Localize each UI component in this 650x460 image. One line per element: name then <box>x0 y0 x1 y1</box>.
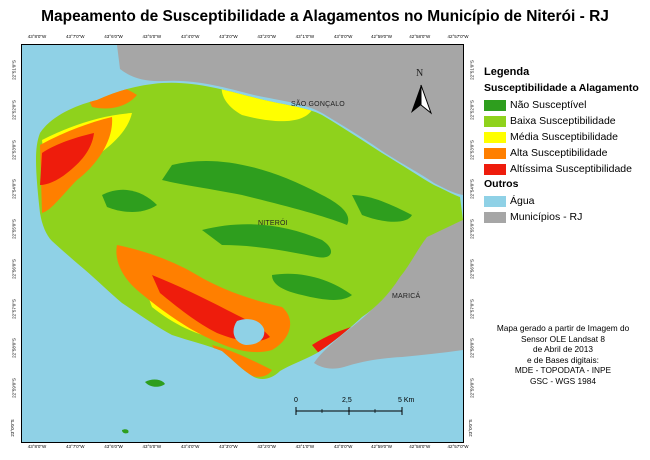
tick-label: 43°8'0"W <box>27 444 47 449</box>
legend-item: Média Susceptibilidade <box>484 129 639 145</box>
legend-label: Baixa Susceptibilidade <box>510 115 616 127</box>
map-title: Mapeamento de Susceptibilidade a Alagame… <box>41 8 609 25</box>
tick-label: 22°54'0"S <box>11 179 17 200</box>
tick-label: 22°52'0"S <box>469 99 475 120</box>
legend-swatch <box>484 131 506 143</box>
tick-label: 22°51'0"S <box>11 60 17 80</box>
tick-label: 22°53'0"S <box>469 139 475 160</box>
scale-label-mid: 2,5 <box>342 397 352 404</box>
legend-label: Municípios - RJ <box>510 211 583 223</box>
tick-label: 43°2'0"W <box>257 34 276 39</box>
sao-goncalo-area <box>117 45 463 195</box>
island <box>145 379 165 387</box>
tick-label: 42°57'0"W <box>447 34 469 39</box>
source-note-line: GSC - WGS 1984 <box>530 375 596 386</box>
tick-label: 43°1'0"W <box>295 34 315 39</box>
tick-label: 43°7'0"W <box>66 34 85 39</box>
legend-classes: Não Susceptível Baixa Susceptibilidade Méd… <box>484 97 639 177</box>
scale-bar <box>295 407 403 415</box>
label-sao-goncalo: SÃO GONÇALO <box>291 101 345 108</box>
tick-label: 22°58'0"S <box>469 338 475 359</box>
legend-item: Alta Susceptibilidade <box>484 145 639 161</box>
tick-label: 43°3'0"W <box>219 444 238 449</box>
tick-label: 23°0'0"S <box>468 419 474 437</box>
label-marica: MARICÁ <box>392 293 421 300</box>
legend-label: Média Susceptibilidade <box>510 131 618 143</box>
tick-label: 22°54'0"S <box>469 179 475 200</box>
legend-item: Altíssima Susceptibilidade <box>484 161 639 177</box>
label-niteroi: NITERÓI <box>258 220 288 227</box>
source-note: Mapa gerado a partir de Imagem do Sensor … <box>478 323 648 386</box>
tick-label: 43°7'0"W <box>66 444 85 449</box>
legend-title: Legenda <box>484 66 530 78</box>
tick-label: 22°55'0"S <box>469 219 475 239</box>
tick-label: 22°51'0"S <box>469 60 475 80</box>
source-note-line: Sensor OLE Landsat 8 <box>521 333 605 344</box>
legend-label: Água <box>510 195 535 207</box>
tick-label: 42°57'0"W <box>447 444 469 449</box>
tick-label: 43°3'0"W <box>219 34 238 39</box>
lagoon <box>233 319 265 345</box>
tick-label: 42°58'0"W <box>409 34 431 39</box>
legend-swatch <box>484 163 506 175</box>
scale-label-0: 0 <box>294 397 298 404</box>
legend: Legenda Susceptibilidade a Alagamento Nã… <box>484 66 639 225</box>
map-frame[interactable]: SÃO GONÇALO NITERÓI MARICÁ N 0 2,5 5 Km <box>21 44 464 443</box>
legend-item: Municípios - RJ <box>484 209 639 225</box>
tick-label: 22°58'0"S <box>11 338 17 359</box>
tick-label: 22°59'0"S <box>11 378 17 399</box>
tick-label: 22°55'0"S <box>11 219 17 239</box>
marica-area <box>314 220 463 369</box>
legend-swatch <box>484 195 506 207</box>
source-note-line: de Abril de 2013 <box>533 344 593 354</box>
tick-label: 22°57'0"S <box>469 298 475 319</box>
tick-label: 22°53'0"S <box>11 139 17 160</box>
tick-label: 43°6'0"W <box>104 444 123 449</box>
tick-label: 42°59'0"W <box>370 444 392 449</box>
tick-label: 43°4'0"W <box>180 34 200 39</box>
scale-label-end: 5 Km <box>398 397 415 404</box>
legend-label: Alta Susceptibilidade <box>510 147 608 159</box>
tick-label: 22°57'0"S <box>11 298 17 319</box>
north-arrow-icon <box>411 84 433 115</box>
tick-label: 42°58'0"W <box>409 444 431 449</box>
legend-section-susceptibility: Susceptibilidade a Alagamento <box>484 82 639 94</box>
tick-label: 43°6'0"W <box>104 34 123 39</box>
tick-label: 42°59'0"W <box>370 34 392 39</box>
tick-label: 43°5'0"W <box>142 34 162 39</box>
legend-swatch <box>484 99 506 111</box>
tick-label: 23°0'0"S <box>10 419 16 437</box>
tick-label: 43°0'0"W <box>333 34 353 39</box>
island <box>122 429 129 434</box>
tick-label: 43°1'0"W <box>295 444 315 449</box>
tick-label: 22°56'0"S <box>11 258 17 279</box>
north-label: N <box>416 68 424 79</box>
tick-label: 22°52'0"S <box>11 99 17 120</box>
tick-label: 43°8'0"W <box>27 34 47 39</box>
legend-section-others: Outros <box>484 178 519 190</box>
legend-item: Água <box>484 193 639 209</box>
legend-swatch <box>484 147 506 159</box>
legend-label: Não Susceptível <box>510 99 587 111</box>
source-note-line: MDE - TOPODATA - INPE <box>514 365 612 375</box>
source-note-line: e de Bases digitais: <box>527 354 599 365</box>
legend-item: Não Susceptível <box>484 97 639 113</box>
tick-label: 43°5'0"W <box>142 444 162 449</box>
legend-others: Água Municípios - RJ <box>484 193 639 225</box>
legend-item: Baixa Susceptibilidade <box>484 113 639 129</box>
tick-label: 22°56'0"S <box>469 258 475 279</box>
legend-label: Altíssima Susceptibilidade <box>510 163 632 175</box>
source-note-line: Mapa gerado a partir de Imagem do <box>496 323 630 333</box>
legend-swatch <box>484 115 506 127</box>
legend-swatch <box>484 211 506 223</box>
tick-label: 43°2'0"W <box>257 444 276 449</box>
tick-label: 43°0'0"W <box>333 444 353 449</box>
tick-label: 22°59'0"S <box>469 378 475 399</box>
map-canvas <box>36 45 463 434</box>
tick-label: 43°4'0"W <box>180 444 200 449</box>
